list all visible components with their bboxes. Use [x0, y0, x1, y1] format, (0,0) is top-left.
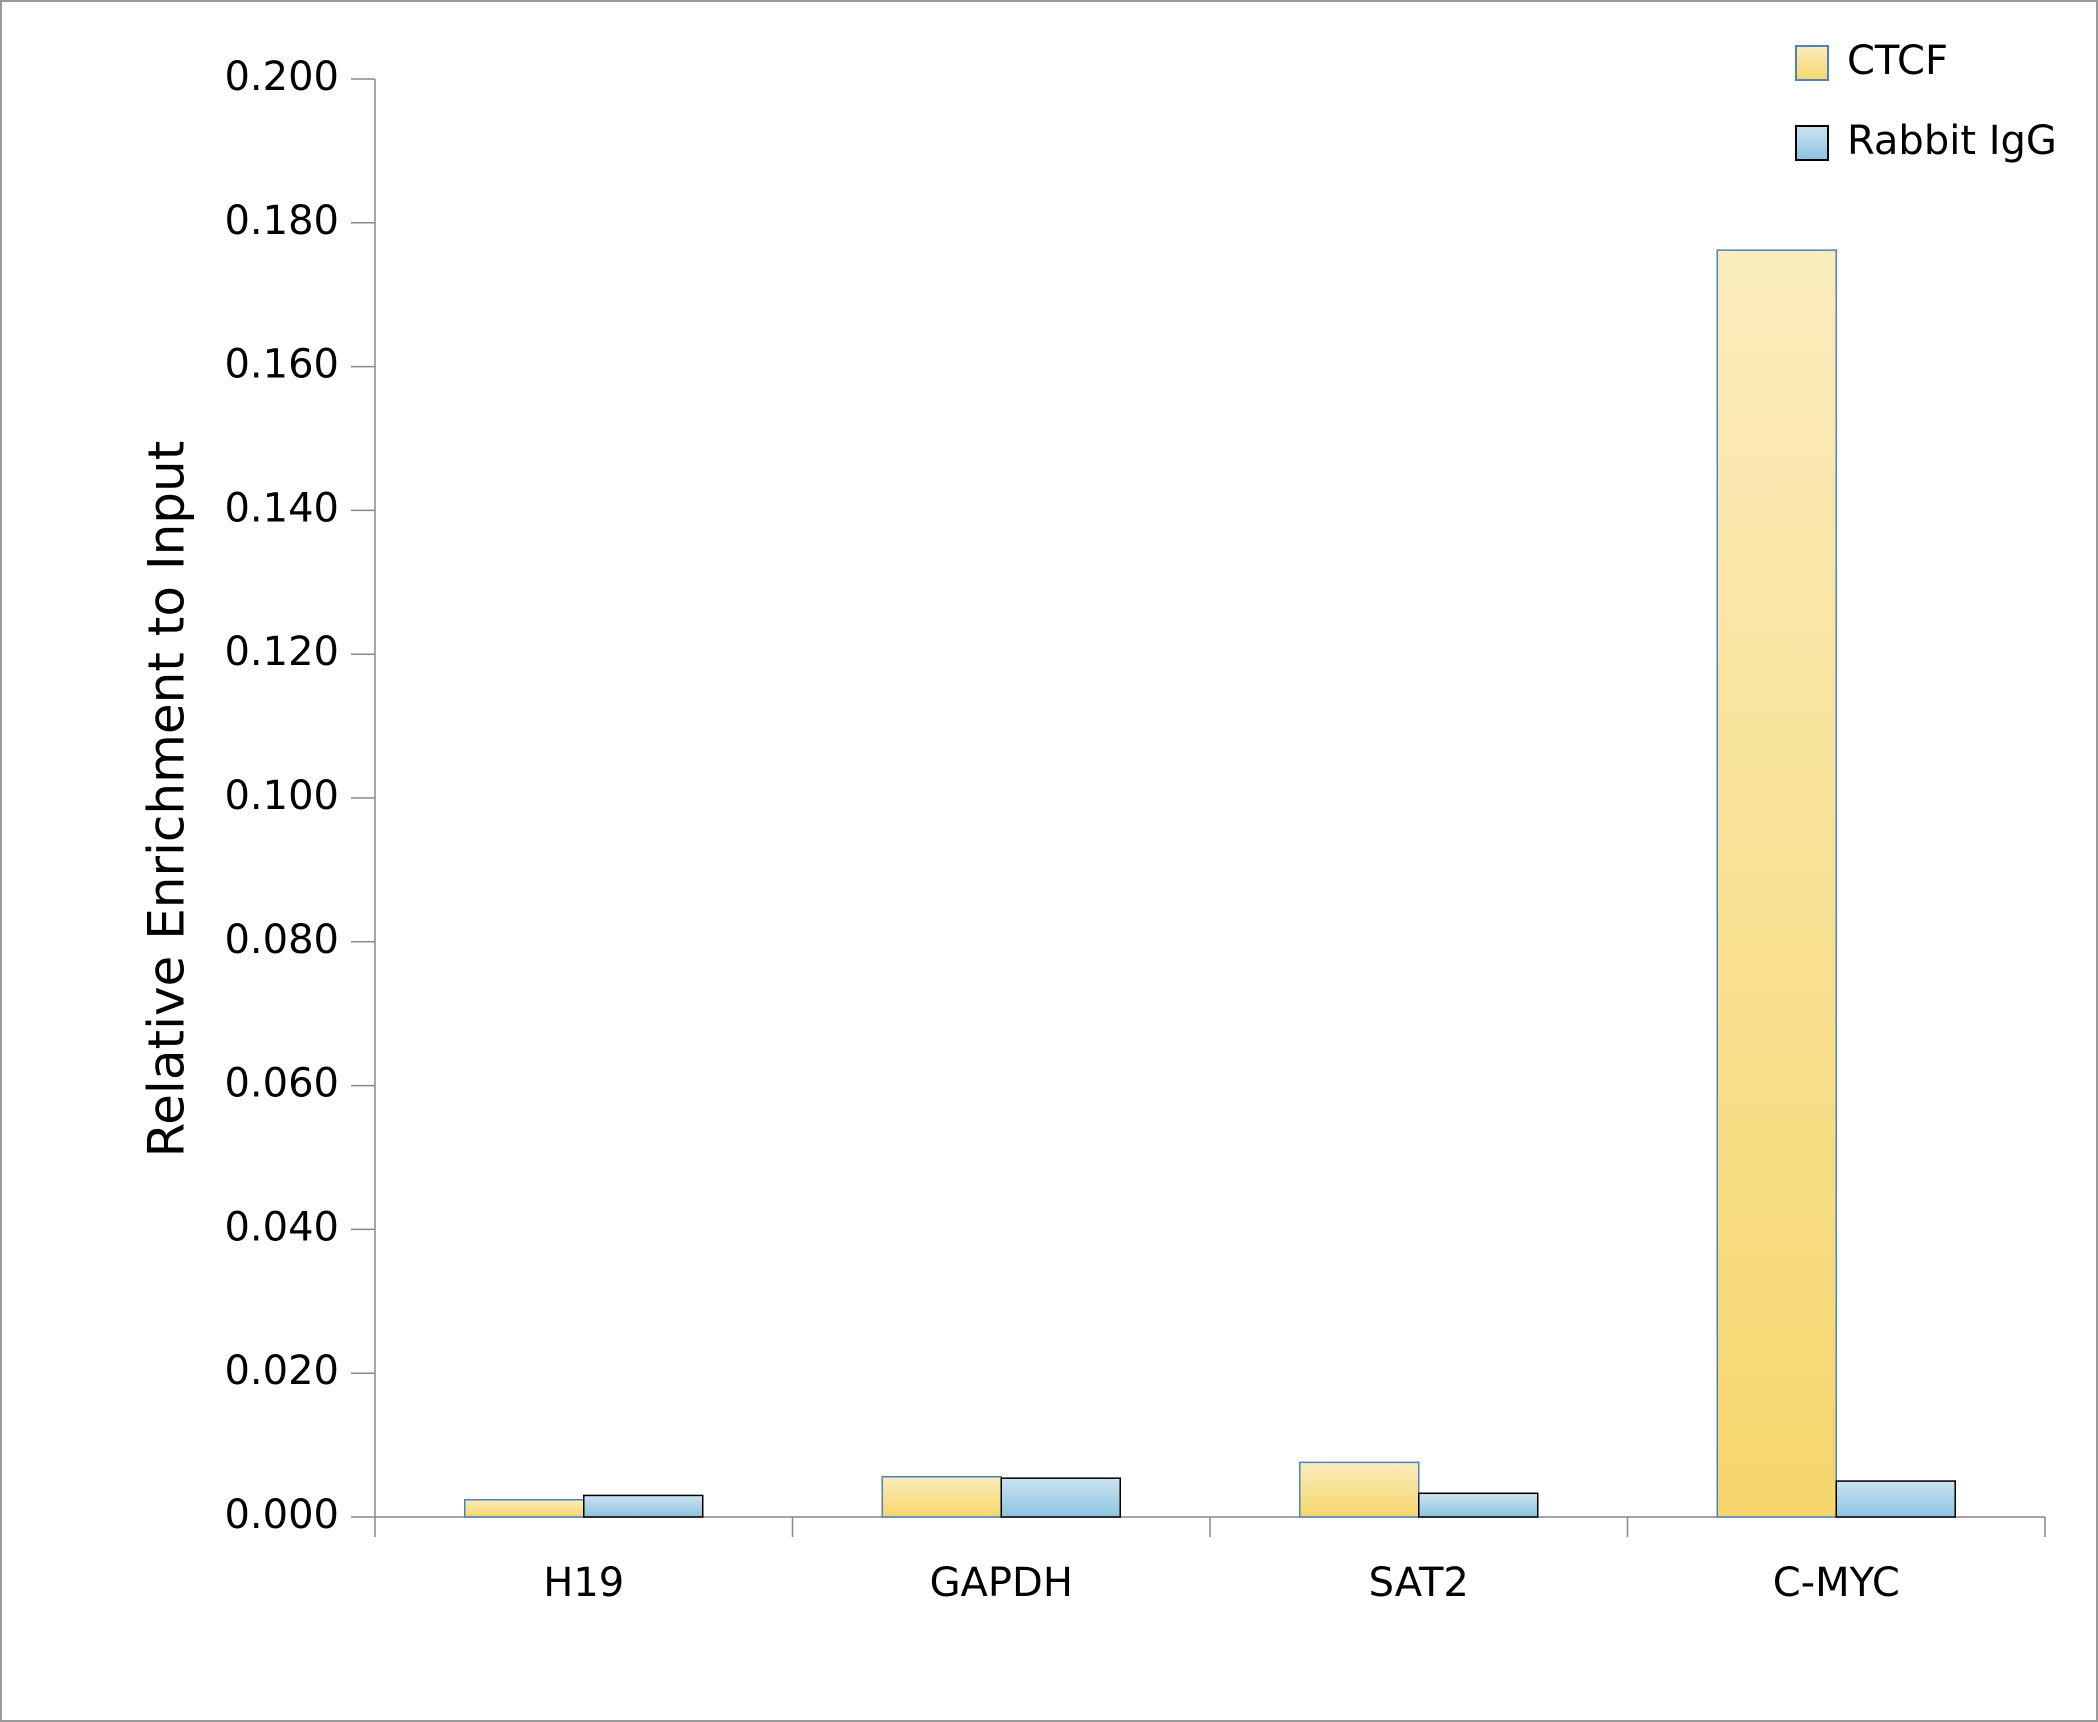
bar	[464, 1498, 585, 1518]
y-tick-label: 0.180	[224, 198, 339, 244]
bar	[881, 1475, 1003, 1518]
y-tick-label: 0.100	[224, 773, 339, 819]
bar	[1299, 1461, 1420, 1518]
y-tick-label: 0.020	[224, 1348, 339, 1394]
bar	[1835, 1480, 1956, 1518]
bar	[1000, 1477, 1121, 1518]
legend-swatch	[1795, 45, 1829, 81]
y-tick-label: 0.080	[224, 917, 339, 963]
y-axis-label: Relative Enrichment to Input	[138, 441, 196, 1158]
y-tick-label: 0.160	[224, 342, 339, 388]
y-tick-label: 0.200	[224, 54, 339, 100]
legend-label: Rabbit IgG	[1847, 118, 2057, 164]
bar	[583, 1494, 704, 1518]
x-tick-label: H19	[543, 1560, 624, 1606]
y-tick-label: 0.040	[224, 1204, 339, 1250]
bar	[1418, 1492, 1539, 1518]
legend-swatch	[1795, 125, 1829, 161]
x-tick-label: C-MYC	[1773, 1560, 1900, 1606]
x-tick-label: SAT2	[1369, 1560, 1469, 1606]
y-tick-label: 0.060	[224, 1061, 339, 1107]
y-tick-label: 0.120	[224, 629, 339, 675]
bar	[1716, 249, 1837, 1518]
legend-label: CTCF	[1847, 38, 1948, 84]
x-tick-label: GAPDH	[930, 1560, 1073, 1606]
y-tick-label: 0.000	[224, 1492, 339, 1538]
y-tick-label: 0.140	[224, 485, 339, 531]
